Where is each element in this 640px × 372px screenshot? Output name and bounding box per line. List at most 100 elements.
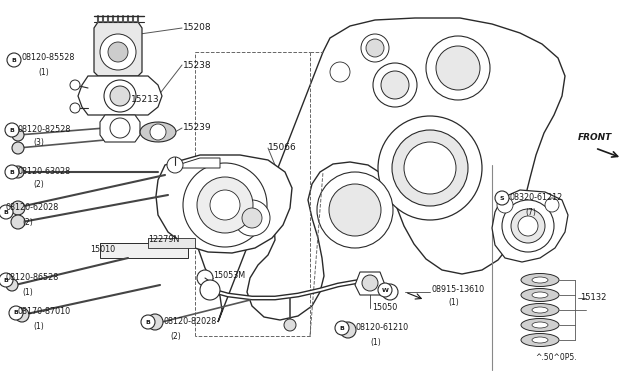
Text: B: B xyxy=(145,320,150,324)
Text: (2): (2) xyxy=(170,331,180,340)
Text: 08120-82028: 08120-82028 xyxy=(163,317,216,327)
Text: (2): (2) xyxy=(33,180,44,189)
Circle shape xyxy=(497,197,513,213)
Polygon shape xyxy=(196,18,565,322)
Text: 08120-63028: 08120-63028 xyxy=(17,167,70,176)
Circle shape xyxy=(330,62,350,82)
Text: (1): (1) xyxy=(38,67,49,77)
Circle shape xyxy=(340,322,356,338)
Circle shape xyxy=(502,200,554,252)
Text: (1): (1) xyxy=(370,337,381,346)
Circle shape xyxy=(495,191,509,205)
Circle shape xyxy=(373,63,417,107)
Circle shape xyxy=(0,205,13,219)
Text: (2): (2) xyxy=(22,218,33,227)
Text: 15050: 15050 xyxy=(372,304,397,312)
Text: 15238: 15238 xyxy=(183,61,212,70)
Circle shape xyxy=(70,103,80,113)
Circle shape xyxy=(15,308,29,322)
Ellipse shape xyxy=(532,292,548,298)
Ellipse shape xyxy=(532,277,548,283)
Circle shape xyxy=(335,321,349,335)
Text: 15208: 15208 xyxy=(183,23,212,32)
Circle shape xyxy=(362,275,378,291)
Text: 08120-62028: 08120-62028 xyxy=(6,203,60,212)
Polygon shape xyxy=(168,158,220,168)
Polygon shape xyxy=(140,122,176,142)
Ellipse shape xyxy=(532,307,548,313)
Circle shape xyxy=(378,283,392,297)
Text: ^.50^0P5.: ^.50^0P5. xyxy=(535,353,577,362)
Circle shape xyxy=(7,53,21,67)
Circle shape xyxy=(12,142,24,154)
Ellipse shape xyxy=(521,334,559,346)
Polygon shape xyxy=(100,243,188,258)
Circle shape xyxy=(11,201,25,215)
Ellipse shape xyxy=(521,289,559,301)
Circle shape xyxy=(317,172,393,248)
Circle shape xyxy=(12,166,24,178)
Circle shape xyxy=(70,80,80,90)
Text: W: W xyxy=(381,288,388,292)
Circle shape xyxy=(11,215,25,229)
Text: 08120-85528: 08120-85528 xyxy=(22,54,76,62)
Circle shape xyxy=(9,306,23,320)
Circle shape xyxy=(150,124,166,140)
Circle shape xyxy=(5,165,19,179)
Circle shape xyxy=(183,163,267,247)
Circle shape xyxy=(426,36,490,100)
Circle shape xyxy=(378,116,482,220)
Circle shape xyxy=(110,118,130,138)
Text: B: B xyxy=(12,58,17,62)
Text: 15213: 15213 xyxy=(131,96,159,105)
Text: 15239: 15239 xyxy=(183,124,212,132)
Text: (7): (7) xyxy=(525,208,536,217)
Circle shape xyxy=(242,208,262,228)
Circle shape xyxy=(329,184,381,236)
Circle shape xyxy=(167,157,183,173)
Text: 08170-87010: 08170-87010 xyxy=(17,308,70,317)
Circle shape xyxy=(545,198,559,212)
Circle shape xyxy=(197,177,253,233)
Polygon shape xyxy=(94,22,142,76)
Circle shape xyxy=(200,280,220,300)
Polygon shape xyxy=(355,272,385,295)
Text: 15132: 15132 xyxy=(580,294,606,302)
Polygon shape xyxy=(78,76,162,115)
Circle shape xyxy=(404,142,456,194)
Text: B: B xyxy=(4,209,8,215)
Polygon shape xyxy=(492,190,568,262)
Text: (1): (1) xyxy=(33,321,44,330)
Ellipse shape xyxy=(532,322,548,328)
Circle shape xyxy=(366,39,384,57)
Circle shape xyxy=(104,80,136,112)
Circle shape xyxy=(284,319,296,331)
Ellipse shape xyxy=(521,318,559,331)
Polygon shape xyxy=(100,115,140,142)
Circle shape xyxy=(141,315,155,329)
Text: 08120-61210: 08120-61210 xyxy=(356,324,409,333)
Circle shape xyxy=(381,71,409,99)
Text: B: B xyxy=(13,311,19,315)
Circle shape xyxy=(234,200,270,236)
Circle shape xyxy=(5,123,19,137)
Text: 15053M: 15053M xyxy=(213,270,245,279)
Ellipse shape xyxy=(521,273,559,286)
Circle shape xyxy=(6,279,18,291)
Text: (1): (1) xyxy=(22,288,33,296)
Text: FRONT: FRONT xyxy=(578,134,612,142)
Text: 08320-61212: 08320-61212 xyxy=(510,193,563,202)
Circle shape xyxy=(197,270,213,286)
Text: (1): (1) xyxy=(448,298,459,308)
Text: (3): (3) xyxy=(33,138,44,148)
Text: 12279N: 12279N xyxy=(148,235,179,244)
Text: 15010: 15010 xyxy=(90,246,115,254)
Text: 08915-13610: 08915-13610 xyxy=(432,285,485,295)
Text: S: S xyxy=(500,196,504,201)
Ellipse shape xyxy=(532,337,548,343)
Polygon shape xyxy=(156,155,292,253)
Circle shape xyxy=(100,34,136,70)
Circle shape xyxy=(12,129,24,141)
Circle shape xyxy=(110,86,130,106)
Circle shape xyxy=(511,209,545,243)
